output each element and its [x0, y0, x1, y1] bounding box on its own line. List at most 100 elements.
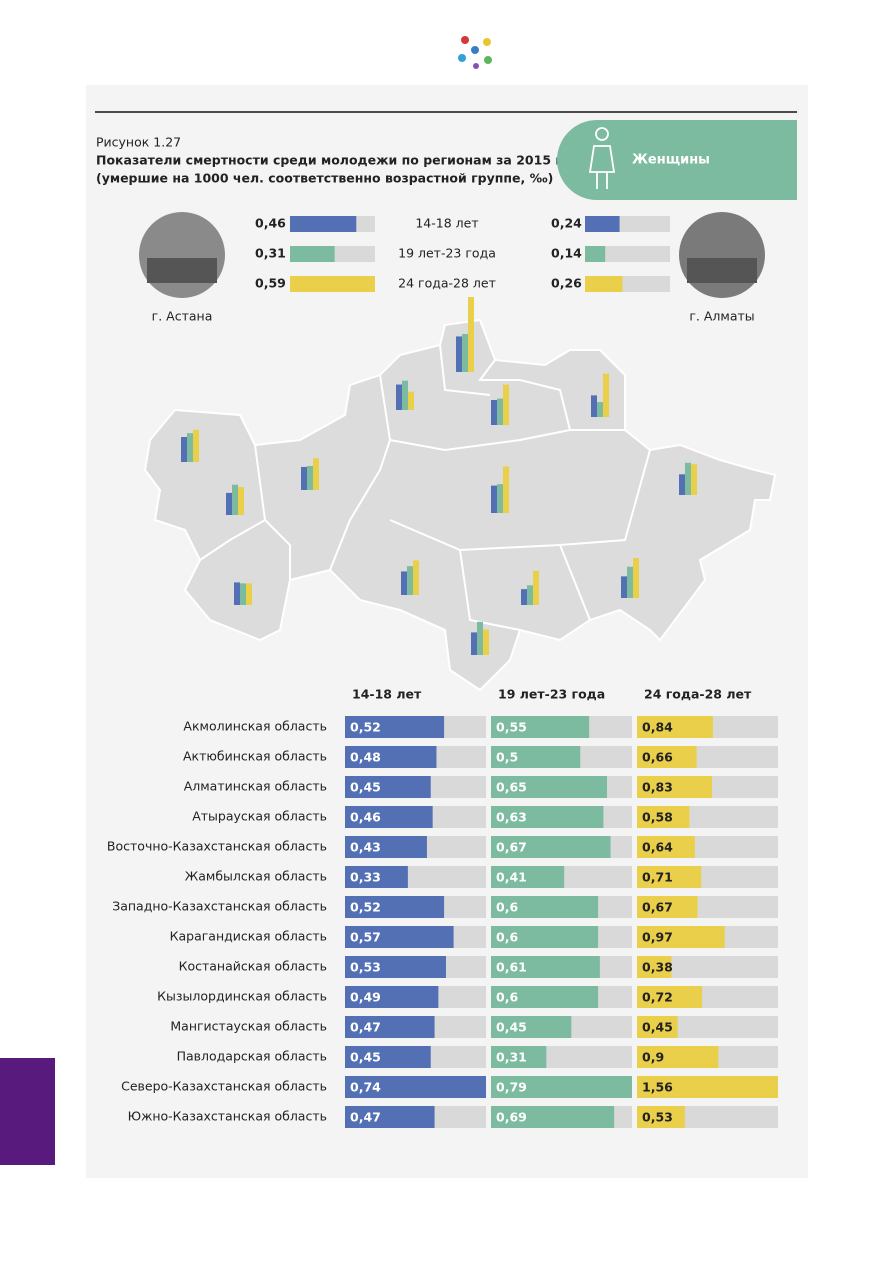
bar [345, 716, 445, 738]
bar-value: 0,64 [642, 840, 673, 855]
map-bar [407, 566, 413, 595]
map-bar [232, 484, 238, 515]
map-bar [591, 395, 597, 417]
bar [637, 986, 703, 1008]
bar-value: 0,84 [642, 720, 673, 735]
bar [637, 1016, 678, 1038]
bar-value: 0,52 [350, 900, 381, 915]
city-value: 0,26 [551, 276, 582, 291]
bar-value: 0,67 [642, 900, 673, 915]
bar-value: 0,63 [496, 810, 527, 825]
city-value: 0,14 [551, 246, 582, 261]
badge-label: Женщины [632, 153, 710, 168]
region-name: Жамбылская область [185, 869, 327, 884]
bar-track [637, 956, 778, 978]
region-name: Восточно-Казахстанская область [107, 839, 327, 854]
region-name: Карагандиская область [170, 929, 327, 944]
map-bar [621, 576, 627, 598]
side-tab [0, 1058, 55, 1165]
city-name: г. Алматы [689, 309, 754, 324]
column-header: 24 года-28 лет [644, 687, 752, 702]
bar [637, 896, 698, 918]
bar-value: 0,55 [496, 720, 527, 735]
bar [345, 896, 445, 918]
map-bar [503, 384, 509, 425]
map-bar [685, 462, 691, 495]
map-bar [402, 380, 408, 410]
region-name: Актюбинская область [183, 749, 327, 764]
map-bar [301, 466, 307, 490]
group-label: 24 года-28 лет [398, 276, 496, 291]
bar-value: 0,43 [350, 840, 381, 855]
map-bar [491, 485, 497, 513]
bar-value: 0,83 [642, 780, 673, 795]
bar [637, 1106, 685, 1128]
bar-value: 0,79 [496, 1080, 527, 1095]
region-name: Южно-Казахстанская область [128, 1109, 327, 1124]
bar-value: 0,38 [642, 960, 673, 975]
city-photo [139, 212, 225, 298]
bar-value: 0,67 [496, 840, 527, 855]
group-label: 14-18 лет [415, 216, 478, 231]
bar-value: 0,45 [642, 1020, 673, 1035]
bar [585, 246, 606, 262]
map-bar [603, 373, 609, 417]
bar [290, 216, 357, 232]
city-value: 0,59 [255, 276, 286, 291]
group-label: 19 лет-23 года [398, 246, 496, 261]
region-name: Северо-Казахстанская область [121, 1079, 327, 1094]
bar-value: 0,69 [496, 1110, 527, 1125]
bar [637, 836, 695, 858]
map-bar [181, 437, 187, 462]
bar [585, 216, 620, 232]
region-name: Мангистауская область [170, 1019, 327, 1034]
bar-value: 0,48 [350, 750, 381, 765]
region-name: Западно-Казахстанская область [112, 899, 327, 914]
map-bar [401, 571, 407, 595]
bar-value: 0,71 [642, 870, 673, 885]
map-bar [527, 585, 533, 605]
bar-value: 0,72 [642, 990, 673, 1005]
bar-value: 0,31 [496, 1050, 527, 1065]
bar [345, 746, 437, 768]
bar-value: 0,47 [350, 1020, 381, 1035]
city-skyline [147, 258, 217, 283]
bar [345, 836, 427, 858]
region-name: Атырауская область [192, 809, 327, 824]
bar-value: 0,53 [350, 960, 381, 975]
bar-value: 0,49 [350, 990, 381, 1005]
bar [491, 896, 599, 918]
badge: Женщины [557, 120, 797, 200]
bar [585, 276, 623, 292]
bar-value: 0,65 [496, 780, 527, 795]
map-bar [226, 492, 232, 515]
bar-value: 0,66 [642, 750, 673, 765]
bar-value: 0,6 [496, 990, 518, 1005]
map-bar [491, 400, 497, 425]
bar [491, 1016, 572, 1038]
bar [345, 806, 433, 828]
bar [345, 986, 439, 1008]
map-bar [679, 474, 685, 495]
city-skyline [687, 258, 757, 283]
column-header: 14-18 лет [352, 687, 422, 702]
bar [637, 1046, 719, 1068]
region-name: Алматинская область [184, 779, 327, 794]
bar [491, 806, 604, 828]
bar [637, 746, 697, 768]
bar [345, 776, 431, 798]
map-bar [408, 391, 414, 410]
bar [345, 1046, 431, 1068]
map-bar [497, 398, 503, 425]
map-bar [691, 464, 697, 495]
map-bar [396, 384, 402, 410]
region-name: Кызылординская область [157, 989, 327, 1004]
city-value: 0,31 [255, 246, 286, 261]
bar [637, 926, 725, 948]
map-bar [187, 433, 193, 462]
city-value: 0,24 [551, 216, 582, 231]
map-bar [468, 297, 474, 372]
map-bar [471, 632, 477, 655]
bar [491, 956, 600, 978]
